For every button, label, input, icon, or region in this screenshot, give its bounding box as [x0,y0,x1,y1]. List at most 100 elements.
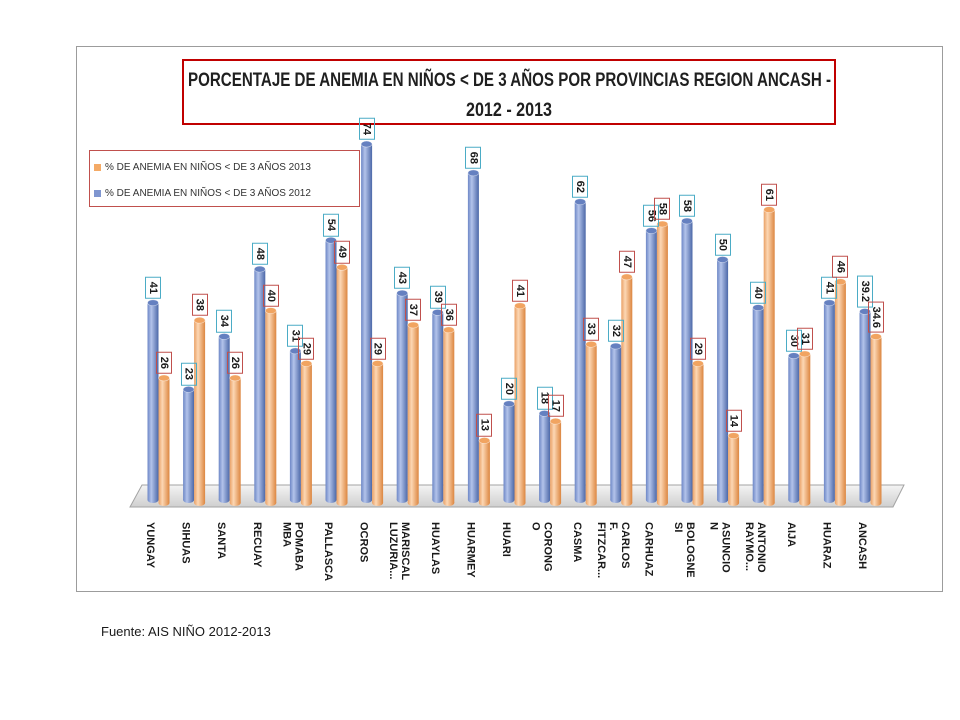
source-note: Fuente: AIS NIÑO 2012-2013 [101,624,271,639]
x-tick-label-casma: CASMA [571,522,584,563]
bar-cap [681,217,693,225]
data-label-yungay-2012: 41 [145,276,161,299]
bar-huaylas-2012 [431,309,444,503]
data-label-recuay-2013: 40 [262,284,279,307]
bar-body [396,293,408,500]
bar-carlos-f-fitzcar-2012 [609,342,622,503]
x-tick-label-carlos-f-fitzcar: CARLOS F. FITZCAR... [594,522,631,579]
data-label-huaylas-2013: 36 [440,303,457,326]
data-label-sihuas-2013: 38 [191,293,208,317]
bar-asuncio-n-2012 [716,256,729,503]
data-label-mariscal-luzuria-2013: 37 [405,298,422,322]
bar-cap [218,333,230,340]
bar-cap [692,360,704,367]
data-label-huaraz-2013: 46 [832,255,849,278]
data-label-asuncio-n-2013: 14 [725,409,742,432]
x-tick-label-aija: AIJA [784,522,797,548]
bar-body [443,329,455,503]
bar-bologne-si-2012 [681,217,693,503]
bar-huari-2012 [503,400,515,503]
bar-cap [371,360,384,367]
data-label-pallasca-2012: 54 [323,214,339,237]
bar-huari-2013 [514,302,526,506]
bar-body [550,421,562,503]
bar-body [717,259,729,500]
bar-cap [431,309,444,316]
bar-pallasca-2012 [325,236,337,503]
bar-cap [503,400,515,408]
chart-title-box: PORCENTAJE DE ANEMIA EN NIÑOS < DE 3 AÑO… [182,59,836,125]
bar-body [372,363,384,503]
bar-antonio-raymo-2012 [752,304,765,503]
data-label-huari-2012: 20 [501,377,517,400]
bar-body [503,403,515,500]
x-tick-label-huaraz: HUARAZ [820,522,833,569]
legend-swatch-2012 [94,189,101,197]
bar-body [218,336,230,500]
bar-body [194,320,206,503]
data-label-carlos-f-fitzcar-2013: 47 [618,250,635,273]
bar-mariscal-luzuria-2012 [396,289,409,503]
x-tick-label-antonio-raymo: ANTONIO RAYMO... [743,522,768,573]
data-label-recuay-2012: 48 [251,242,268,266]
data-label-ancash-2012: 39.2 [857,276,873,308]
bar-body [229,377,241,503]
data-label-pallasca-2013: 49 [334,241,350,264]
bar-cap [158,374,170,382]
data-label-ancash-2013: 34.6 [868,301,884,333]
bar-cap [229,374,241,382]
data-label-bologne-si-2012: 58 [679,194,695,218]
bar-carhuaz-2012 [645,227,658,503]
bar-huaraz-2013 [834,278,847,506]
bar-cap [834,278,847,286]
bar-body [325,240,337,500]
bar-corong-o-2012 [538,410,551,503]
x-tick-label-pallasca: PALLASCA [322,522,334,582]
bar-body [823,302,835,500]
bar-pomaba-mba-2013 [300,360,313,506]
bar-cap [538,410,551,417]
bar-body [788,355,800,500]
bar-ancash-2013 [870,333,882,506]
data-label-ocros-2013: 29 [369,337,386,360]
bar-cap [467,169,480,177]
bar-mariscal-luzuria-2013 [407,321,420,506]
data-label-carhuaz-2013: 58 [654,197,671,221]
bar-body [859,311,871,500]
bar-huarmey-2013 [478,437,491,506]
data-label-santa-2013: 26 [227,351,244,374]
bar-asuncio-n-2013 [727,432,740,506]
data-label-huarmey-2012: 68 [465,146,482,169]
bar-recuay-2012 [253,265,266,503]
bar-cap [727,432,740,439]
legend-label-2012: % DE ANEMIA EN NIÑOS < DE 3 AÑOS 2012 [105,187,311,199]
bar-cap [300,360,313,367]
bar-body [681,221,693,500]
bar-cap [585,340,598,348]
bar-ocros-2013 [371,360,384,506]
bar-body [467,172,479,501]
bar-cap [360,140,373,148]
x-tick-label-huaylas: HUAYLAS [428,522,441,575]
data-label-huarmey-2013: 13 [476,414,493,437]
bar-yungay-2013 [158,374,170,506]
bar-cap [407,321,420,329]
bar-cap [798,350,811,358]
bar-body [539,413,551,500]
bar-body [158,377,170,503]
bar-cap [325,236,337,244]
bar-body [834,281,846,503]
bar-body [621,276,633,503]
data-label-yungay-2013: 26 [156,351,172,374]
bar-body [265,310,277,503]
bar-bologne-si-2013 [692,360,704,506]
x-tick-label-pomaba-mba: POMABA MBA [280,522,305,571]
bar-yungay-2012 [147,299,159,503]
bar-cap [823,299,836,307]
bar-aija-2013 [798,350,811,506]
bar-cap [656,220,669,228]
bar-body [432,312,444,500]
bar-body [289,350,301,500]
bar-body [752,307,764,500]
bar-body [574,201,586,500]
